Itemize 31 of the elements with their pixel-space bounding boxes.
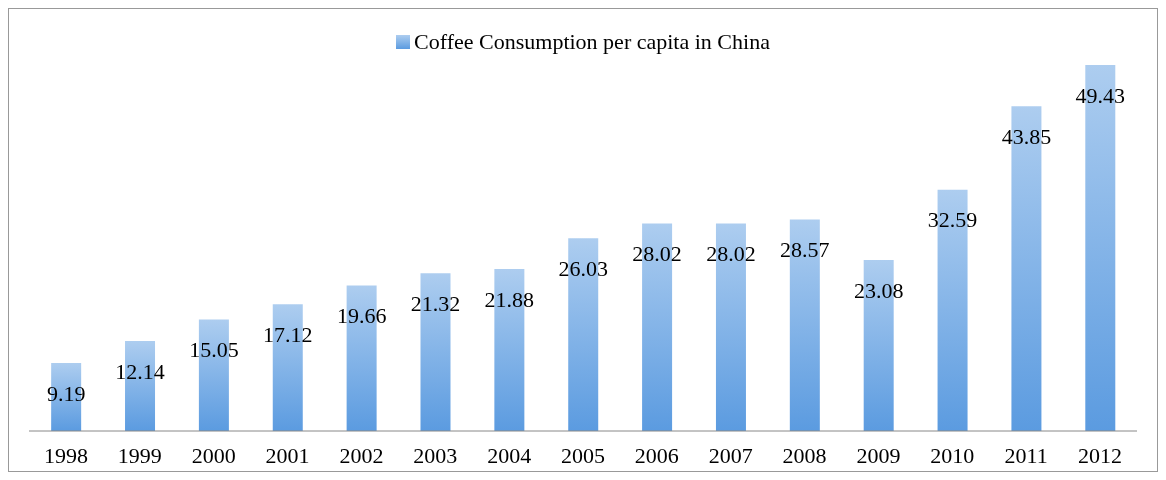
data-label: 17.12: [263, 321, 313, 347]
x-tick-label: 2003: [413, 442, 458, 468]
data-label: 19.66: [336, 303, 387, 329]
data-label: 21.32: [410, 290, 461, 316]
x-tick-label: 2010: [930, 442, 975, 468]
data-label: 28.02: [706, 241, 756, 267]
data-label: 12.14: [115, 358, 165, 384]
x-tick-label: 2002: [339, 442, 384, 468]
data-label: 9.19: [46, 380, 86, 406]
x-tick-label: 2000: [191, 442, 236, 468]
x-tick-label: 2007: [708, 442, 753, 468]
data-label: 23.08: [853, 277, 904, 303]
data-label: 15.05: [189, 337, 239, 363]
x-tick-label: 2006: [634, 442, 679, 468]
data-label: 32.59: [927, 207, 978, 233]
x-tick-label: 2009: [856, 442, 901, 468]
x-tick-label: 2005: [561, 442, 605, 468]
x-tick-label: 2012: [1078, 442, 1123, 468]
x-tick-label: 2001: [265, 442, 310, 468]
data-label: 28.57: [780, 237, 830, 263]
data-label: 49.43: [1075, 82, 1126, 108]
data-label: 28.02: [632, 241, 682, 267]
x-tick-label: 2011: [1004, 442, 1048, 468]
x-tick-label: 2008: [782, 442, 827, 468]
x-tick-label: 1998: [43, 442, 88, 468]
legend-label: Coffee Consumption per capita in China: [414, 29, 770, 55]
x-tick-label: 2004: [487, 442, 532, 468]
data-label: 43.85: [1001, 123, 1052, 149]
x-tick-label: 1999: [117, 442, 162, 468]
data-label: 26.03: [558, 255, 608, 281]
data-label: 21.88: [484, 286, 535, 312]
